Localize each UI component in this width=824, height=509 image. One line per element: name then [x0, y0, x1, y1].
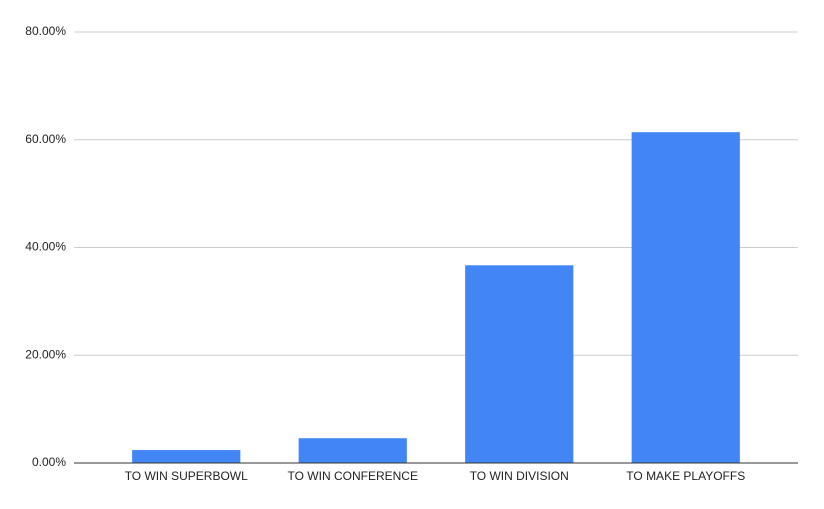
- y-tick-label: 40.00%: [25, 240, 66, 254]
- y-tick-label: 0.00%: [32, 455, 66, 469]
- bar: [631, 132, 740, 463]
- x-tick-label: TO WIN CONFERENCE: [288, 469, 418, 483]
- y-tick-label: 20.00%: [25, 347, 66, 361]
- x-tick-label: TO WIN SUPERBOWL: [125, 469, 248, 483]
- bar: [132, 450, 241, 463]
- y-tick-label: 60.00%: [25, 132, 66, 146]
- y-tick-label: 80.00%: [25, 24, 66, 38]
- bar: [465, 265, 574, 463]
- bar: [298, 438, 407, 463]
- x-tick-label: TO WIN DIVISION: [470, 469, 569, 483]
- x-tick-label: TO MAKE PLAYOFFS: [626, 469, 745, 483]
